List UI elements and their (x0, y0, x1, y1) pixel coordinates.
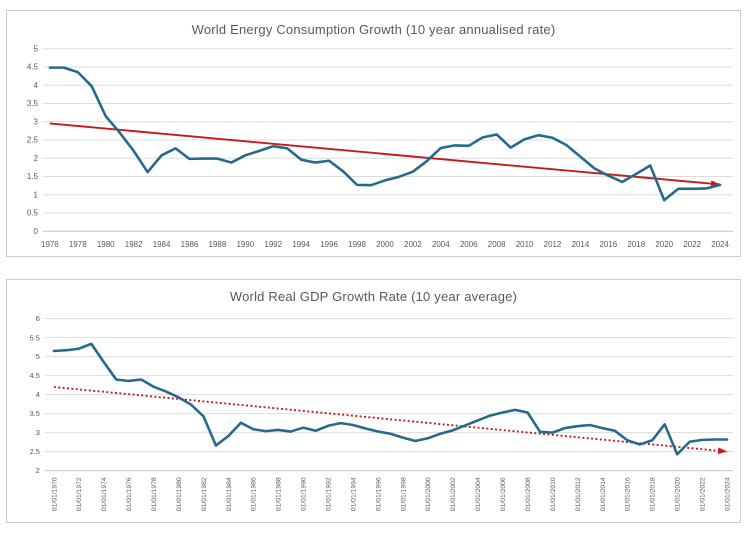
x-tick-label: 1994 (292, 240, 310, 249)
y-tick-label: 4.5 (27, 63, 39, 72)
y-tick-label: 3.5 (27, 99, 39, 108)
x-tick-label: 2002 (404, 240, 422, 249)
y-tick-label: 6 (36, 314, 40, 323)
y-tick-label: 0 (33, 227, 38, 236)
gdp-chart-panel: 6 5.5 5 4.5 4 3.5 3 2.5 2 01/01/1970 01/01/1972 01/… (6, 279, 741, 523)
x-tick-label: 01/01/1978 (151, 477, 158, 511)
y-tick-label: 5 (36, 352, 40, 361)
trend-line (53, 386, 728, 453)
y-tick-label: 4 (33, 81, 38, 90)
x-tick-label: 2008 (488, 240, 506, 249)
y-tick-label: 5.5 (30, 333, 40, 342)
x-tick-label: 01/01/1996 (375, 477, 382, 511)
x-tick-label: 01/01/2004 (475, 477, 482, 511)
y-tick-label: 4.5 (30, 371, 40, 380)
x-tick-label: 1982 (125, 240, 143, 249)
x-tick-label: 2012 (544, 240, 562, 249)
y-tick-label: 5 (33, 44, 38, 53)
x-tick-label: 01/01/2010 (550, 477, 557, 511)
x-tick-label: 2006 (460, 240, 478, 249)
x-tick-label: 01/01/2018 (650, 477, 657, 511)
y-tick-label: 1 (33, 190, 38, 199)
trend-arrowhead (717, 447, 728, 455)
x-tick-label: 1986 (181, 240, 199, 249)
trend-line (49, 122, 721, 186)
x-tick-label: 2004 (432, 240, 450, 249)
x-tick-label: 1990 (236, 240, 254, 249)
x-tick-label: 01/01/1972 (76, 477, 83, 511)
energy-chart-panel: 5 4.5 4 3.5 3 2.5 2 1.5 1 0.5 0 1976 1978 1980 1982 198… (6, 10, 741, 257)
x-tick-label: 2016 (599, 240, 617, 249)
x-tick-label: 01/01/1990 (301, 477, 308, 511)
x-tick-label: 1992 (264, 240, 282, 249)
x-tick-label: 2000 (376, 240, 394, 249)
real-gdp-growth-rate-line (52, 342, 729, 456)
x-tick-label: 01/01/1992 (326, 477, 333, 511)
y-tick-label: 4 (36, 390, 40, 399)
gdp-chart-canvas: 6 5.5 5 4.5 4 3.5 3 2.5 2 01/01/1970 01/01/1972 01/… (30, 314, 734, 511)
x-tick-label: 2014 (572, 240, 590, 249)
x-tick-label: 01/01/2024 (724, 477, 731, 511)
y-tick-label: 2 (36, 466, 40, 475)
x-tick-label: 01/01/1994 (350, 477, 357, 511)
x-tick-label: 01/01/1984 (226, 477, 233, 511)
x-tick-label: 01/01/2022 (699, 477, 706, 511)
x-tick-label: 01/01/1976 (126, 477, 133, 511)
energy-consumption-growth-line (48, 66, 722, 202)
y-tick-label: 3 (33, 117, 38, 126)
x-tick-label: 01/01/1982 (201, 477, 208, 511)
x-tick-label: 2020 (655, 240, 673, 249)
y-tick-label: 3 (36, 428, 40, 437)
x-tick-label: 2010 (516, 240, 534, 249)
y-tick-label: 0.5 (27, 209, 39, 218)
y-tick-label: 2 (33, 154, 38, 163)
x-tick-label: 01/01/2016 (625, 477, 632, 511)
x-tick-label: 01/01/1980 (176, 477, 183, 511)
x-tick-label: 01/01/1998 (400, 477, 407, 511)
x-tick-label: 01/01/2002 (450, 477, 457, 511)
x-tick-label: 01/01/2012 (575, 477, 582, 511)
x-tick-label: 1998 (348, 240, 366, 249)
x-tick-label: 2024 (711, 240, 729, 249)
x-tick-label: 01/01/2020 (675, 477, 682, 511)
x-tick-label: 1976 (41, 240, 59, 249)
x-tick-label: 1978 (69, 240, 87, 249)
x-tick-label: 01/01/2014 (600, 477, 607, 511)
x-tick-label: 1980 (97, 240, 115, 249)
x-tick-label: 01/01/2008 (525, 477, 532, 511)
x-tick-label: 01/01/1974 (101, 477, 108, 511)
x-tick-label: 1988 (209, 240, 227, 249)
y-tick-label: 2.5 (30, 447, 40, 456)
x-tick-label: 01/01/1988 (276, 477, 283, 511)
x-tick-label: 2018 (627, 240, 645, 249)
x-tick-label: 1996 (320, 240, 338, 249)
x-tick-label: 01/01/1970 (51, 477, 58, 511)
x-tick-label: 01/01/1986 (251, 477, 258, 511)
x-tick-label: 01/01/2000 (425, 477, 432, 511)
x-tick-label: 2022 (683, 240, 701, 249)
x-tick-label: 1984 (153, 240, 171, 249)
x-tick-label: 01/01/2006 (500, 477, 507, 511)
y-tick-label: 2.5 (27, 136, 39, 145)
y-tick-label: 1.5 (27, 172, 39, 181)
y-tick-label: 3.5 (30, 409, 40, 418)
